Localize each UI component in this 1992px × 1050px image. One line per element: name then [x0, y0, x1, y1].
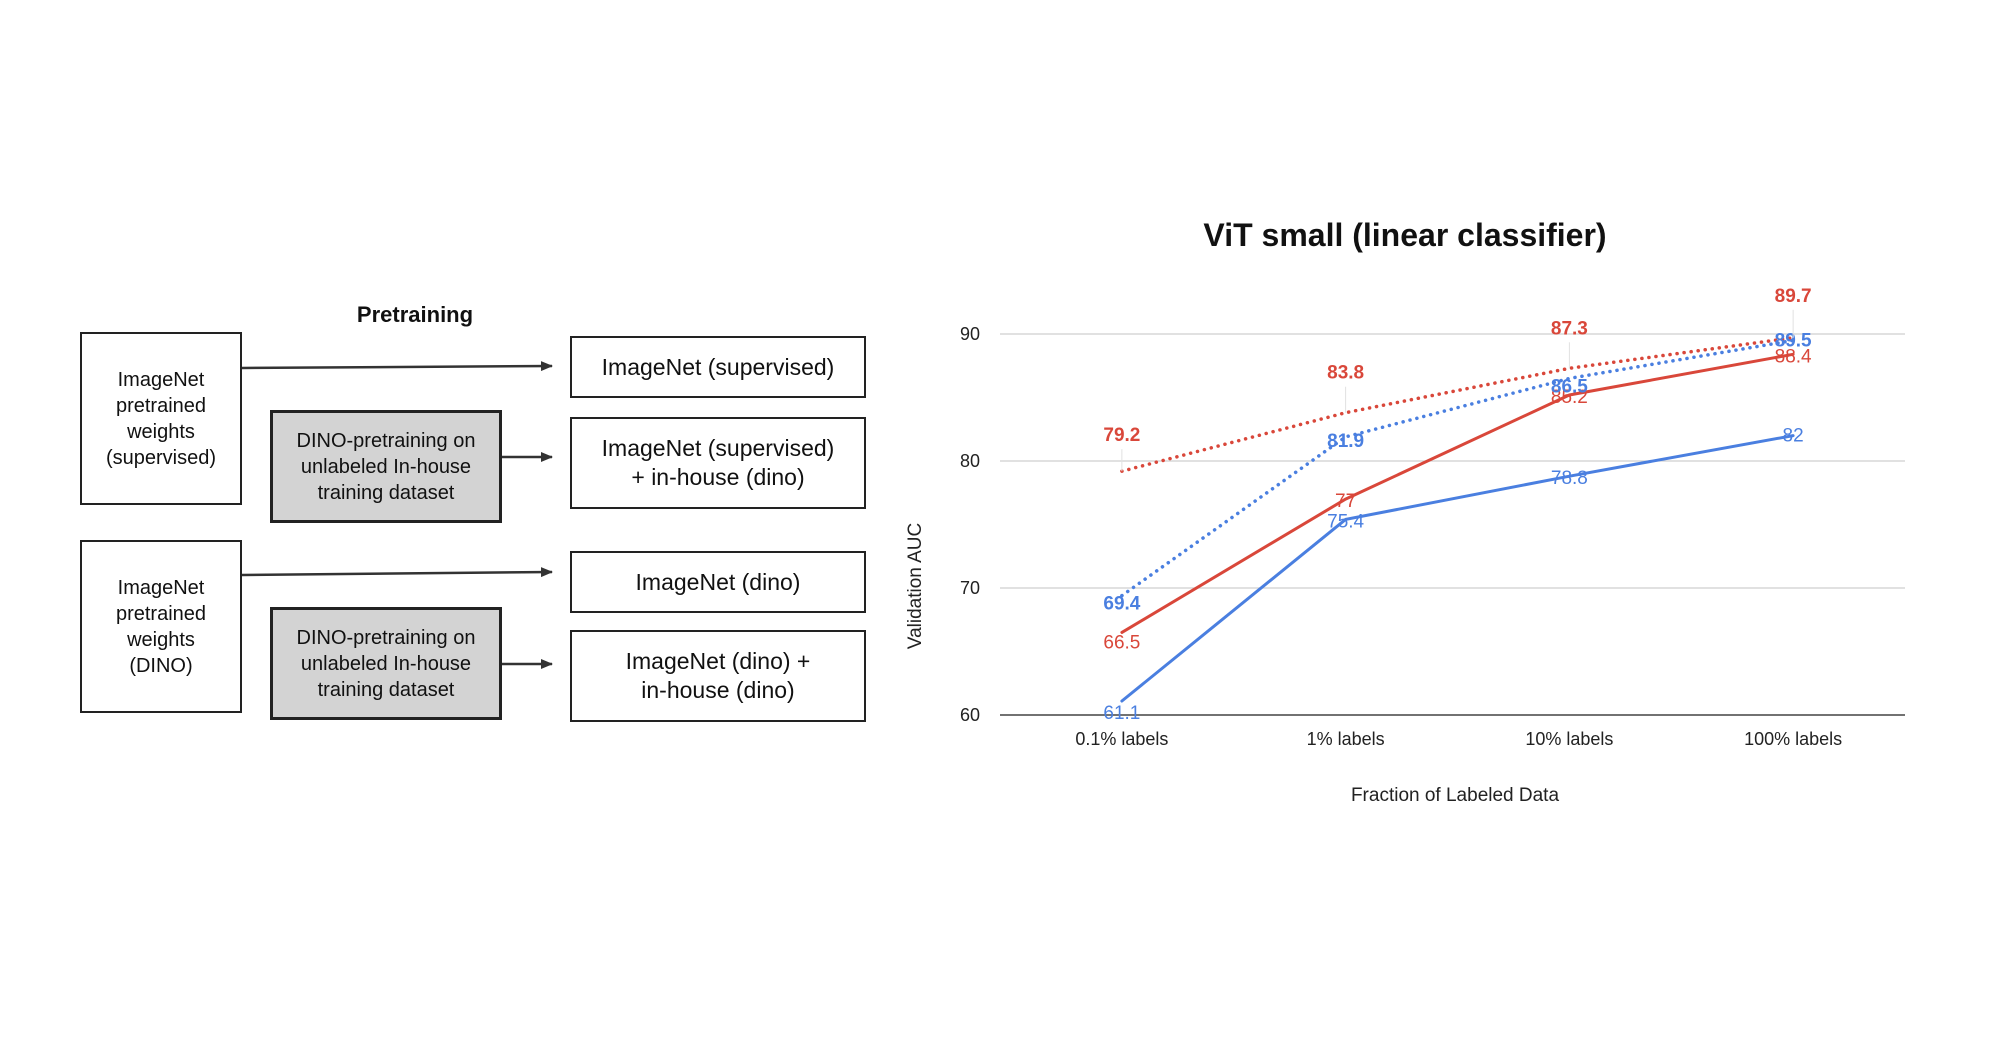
chart-title: ViT small (linear classifier) [1203, 217, 1606, 253]
data-label: 88.4 [1775, 346, 1812, 367]
arrow-source1-to-output1 [241, 361, 553, 372]
x-axis-ticks: 0.1% labels 1% labels 10% labels 100% label… [1075, 729, 1842, 749]
arrow-source2-to-output3 [241, 567, 553, 578]
series-line-1 [1120, 352, 1795, 634]
data-label: 79.2 [1103, 425, 1140, 446]
pretraining-diagram: Pretraining ImageNet pretrained weights … [60, 290, 880, 750]
y-tick-label: 70 [960, 578, 980, 598]
data-label: 75.4 [1327, 511, 1364, 532]
diagram-title: Pretraining [356, 302, 474, 327]
data-label: 83.8 [1327, 363, 1364, 384]
x-tick-label: 100% labels [1744, 729, 1842, 749]
series-line-0 [1120, 434, 1795, 703]
chart-data-labels: 61.1 75.4 78.8 82 66.5 77 85.2 88.4 69.4 81.9 86.5… [1103, 286, 1812, 724]
data-label: 61.1 [1103, 703, 1140, 724]
data-label: 89.5 [1775, 330, 1812, 351]
y-tick-label: 90 [960, 324, 980, 344]
series-line-2 [1120, 338, 1795, 598]
data-label: 86.5 [1551, 376, 1588, 397]
data-label: 78.8 [1551, 468, 1588, 489]
data-label: 82 [1783, 426, 1804, 447]
x-tick-label: 1% labels [1307, 729, 1385, 749]
pretrain-step-box-2: DINO-pretraining on unlabeled In-house t… [270, 607, 502, 720]
output-box-2: ImageNet (supervised) + in-house (dino) [570, 417, 866, 509]
chart-grid [1000, 333, 1905, 716]
y-axis-label: Validation AUC [905, 523, 926, 649]
output-box-3: ImageNet (dino) [570, 551, 866, 613]
y-tick-label: 80 [960, 451, 980, 471]
output-box-1: ImageNet (supervised) [570, 336, 866, 398]
y-axis-ticks: 60 70 80 90 [960, 324, 980, 725]
x-axis-label: Fraction of Labeled Data [1351, 785, 1560, 806]
x-tick-label: 0.1% labels [1075, 729, 1168, 749]
diagram-arrows [241, 361, 553, 669]
x-tick-label: 10% labels [1525, 729, 1613, 749]
output-box-4: ImageNet (dino) + in-house (dino) [570, 630, 866, 722]
data-label: 89.7 [1775, 286, 1812, 307]
data-label: 69.4 [1103, 594, 1140, 615]
chart-series [1120, 336, 1795, 703]
data-label: 85.2 [1551, 387, 1588, 408]
y-tick-label: 60 [960, 705, 980, 725]
data-label: 81.9 [1327, 431, 1364, 452]
auc-line-chart: ViT small (linear classifier) 60 70 80 90 0… [905, 217, 1905, 806]
source-box-supervised: ImageNet pretrained weights (supervised) [80, 332, 242, 505]
data-label: 66.5 [1103, 632, 1140, 653]
source-box-dino: ImageNet pretrained weights (DINO) [80, 540, 242, 713]
pretrain-step-box-1: DINO-pretraining on unlabeled In-house t… [270, 410, 502, 523]
data-label: 77 [1335, 491, 1356, 512]
data-label: 87.3 [1551, 318, 1588, 339]
